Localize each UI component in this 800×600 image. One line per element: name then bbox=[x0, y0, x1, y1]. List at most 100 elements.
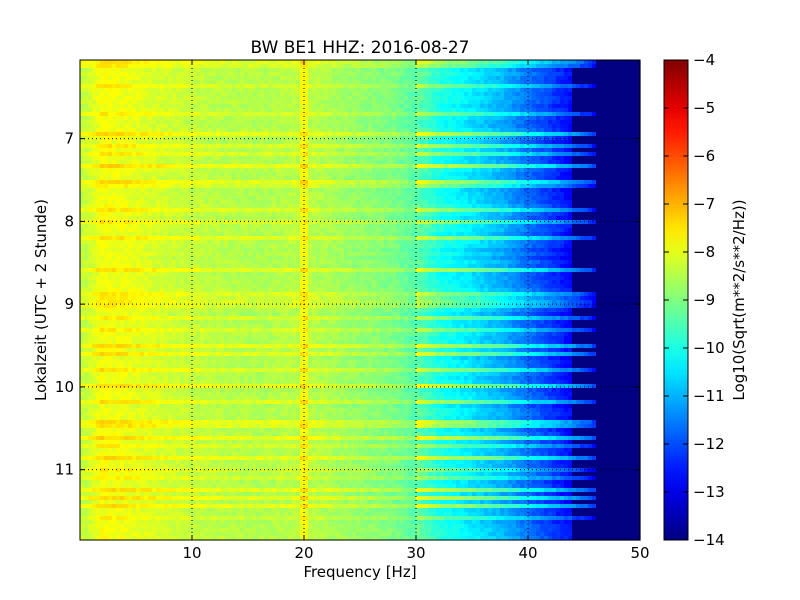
heatmap-cell bbox=[284, 124, 289, 129]
heatmap-cell bbox=[592, 96, 597, 101]
heatmap-cell bbox=[576, 80, 581, 85]
heatmap-cell bbox=[556, 116, 561, 121]
heatmap-cell bbox=[168, 192, 173, 197]
heatmap-cell bbox=[528, 108, 533, 113]
heatmap-cell bbox=[104, 132, 109, 137]
heatmap-cell bbox=[100, 72, 105, 77]
heatmap-cell bbox=[352, 188, 357, 193]
heatmap-cell bbox=[472, 64, 477, 69]
heatmap-cell bbox=[176, 196, 181, 201]
heatmap-cell bbox=[412, 156, 417, 161]
heatmap-cell bbox=[244, 156, 249, 161]
heatmap-cell bbox=[480, 68, 485, 73]
heatmap-cell bbox=[316, 132, 321, 137]
heatmap-cell bbox=[408, 200, 413, 205]
heatmap-cell bbox=[144, 92, 149, 97]
heatmap-cell bbox=[516, 148, 521, 153]
heatmap-cell bbox=[416, 188, 421, 193]
heatmap-cell bbox=[432, 192, 437, 197]
heatmap-cell bbox=[228, 152, 233, 157]
heatmap-cell bbox=[636, 92, 641, 97]
heatmap-cell bbox=[260, 72, 265, 77]
heatmap-cell bbox=[524, 104, 529, 109]
heatmap-cell bbox=[332, 88, 337, 93]
heatmap-cell bbox=[488, 164, 493, 169]
heatmap-cell bbox=[92, 60, 97, 65]
heatmap-cell bbox=[420, 136, 425, 141]
heatmap-cell bbox=[412, 176, 417, 181]
heatmap-cell bbox=[260, 104, 265, 109]
heatmap-cell bbox=[148, 148, 153, 153]
heatmap-cell bbox=[440, 120, 445, 125]
heatmap-cell bbox=[376, 124, 381, 129]
heatmap-cell bbox=[252, 112, 257, 117]
heatmap-cell bbox=[180, 176, 185, 181]
heatmap-cell bbox=[104, 148, 109, 153]
heatmap-cell bbox=[208, 132, 213, 137]
heatmap-cell bbox=[592, 140, 597, 145]
heatmap-cell bbox=[456, 92, 461, 97]
heatmap-cell bbox=[592, 104, 597, 109]
heatmap-cell bbox=[104, 112, 109, 117]
heatmap-cell bbox=[296, 64, 301, 69]
heatmap-cell bbox=[376, 104, 381, 109]
heatmap-cell bbox=[388, 104, 393, 109]
heatmap-cell bbox=[388, 164, 393, 169]
heatmap-cell bbox=[584, 60, 589, 65]
heatmap-cell bbox=[208, 140, 213, 145]
heatmap-cell bbox=[144, 156, 149, 161]
heatmap-cell bbox=[300, 72, 305, 77]
heatmap-cell bbox=[416, 164, 421, 169]
heatmap-cell bbox=[364, 192, 369, 197]
heatmap-cell bbox=[340, 156, 345, 161]
heatmap-cell bbox=[156, 172, 161, 177]
heatmap-cell bbox=[92, 84, 97, 89]
heatmap-cell bbox=[360, 92, 365, 97]
heatmap-cell bbox=[176, 60, 181, 65]
heatmap-cell bbox=[456, 168, 461, 173]
heatmap-cell bbox=[604, 144, 609, 149]
heatmap-cell bbox=[216, 192, 221, 197]
heatmap-cell bbox=[160, 136, 165, 141]
heatmap-cell bbox=[112, 100, 117, 105]
heatmap-cell bbox=[80, 92, 85, 97]
heatmap-cell bbox=[540, 192, 545, 197]
heatmap-cell bbox=[528, 152, 533, 157]
heatmap-cell bbox=[364, 132, 369, 137]
heatmap-cell bbox=[600, 176, 605, 181]
heatmap-cell bbox=[172, 184, 177, 189]
heatmap-cell bbox=[260, 200, 265, 205]
heatmap-cell bbox=[276, 124, 281, 129]
heatmap-cell bbox=[368, 68, 373, 73]
heatmap-cell bbox=[512, 96, 517, 101]
heatmap-cell bbox=[368, 168, 373, 173]
heatmap-cell bbox=[584, 88, 589, 93]
heatmap-cell bbox=[544, 180, 549, 185]
heatmap-cell bbox=[616, 184, 621, 189]
heatmap-cell bbox=[220, 164, 225, 169]
heatmap-cell bbox=[400, 140, 405, 145]
heatmap-cell bbox=[292, 168, 297, 173]
heatmap-cell bbox=[264, 88, 269, 93]
heatmap-cell bbox=[188, 124, 193, 129]
heatmap-cell bbox=[444, 144, 449, 149]
heatmap-cell bbox=[620, 176, 625, 181]
heatmap-cell bbox=[600, 160, 605, 165]
heatmap-cell bbox=[460, 96, 465, 101]
heatmap-cell bbox=[108, 176, 113, 181]
heatmap-cell bbox=[120, 164, 125, 169]
heatmap-cell bbox=[212, 116, 217, 121]
heatmap-cell bbox=[216, 84, 221, 89]
heatmap-cell bbox=[380, 164, 385, 169]
heatmap-cell bbox=[600, 88, 605, 93]
heatmap-cell bbox=[360, 152, 365, 157]
heatmap-cell bbox=[364, 96, 369, 101]
heatmap-cell bbox=[628, 144, 633, 149]
heatmap-cell bbox=[144, 192, 149, 197]
heatmap-cell bbox=[636, 176, 641, 181]
heatmap-cell bbox=[412, 160, 417, 165]
heatmap-cell bbox=[236, 180, 241, 185]
heatmap-cell bbox=[568, 172, 573, 177]
heatmap-cell bbox=[256, 124, 261, 129]
heatmap-cell bbox=[204, 124, 209, 129]
